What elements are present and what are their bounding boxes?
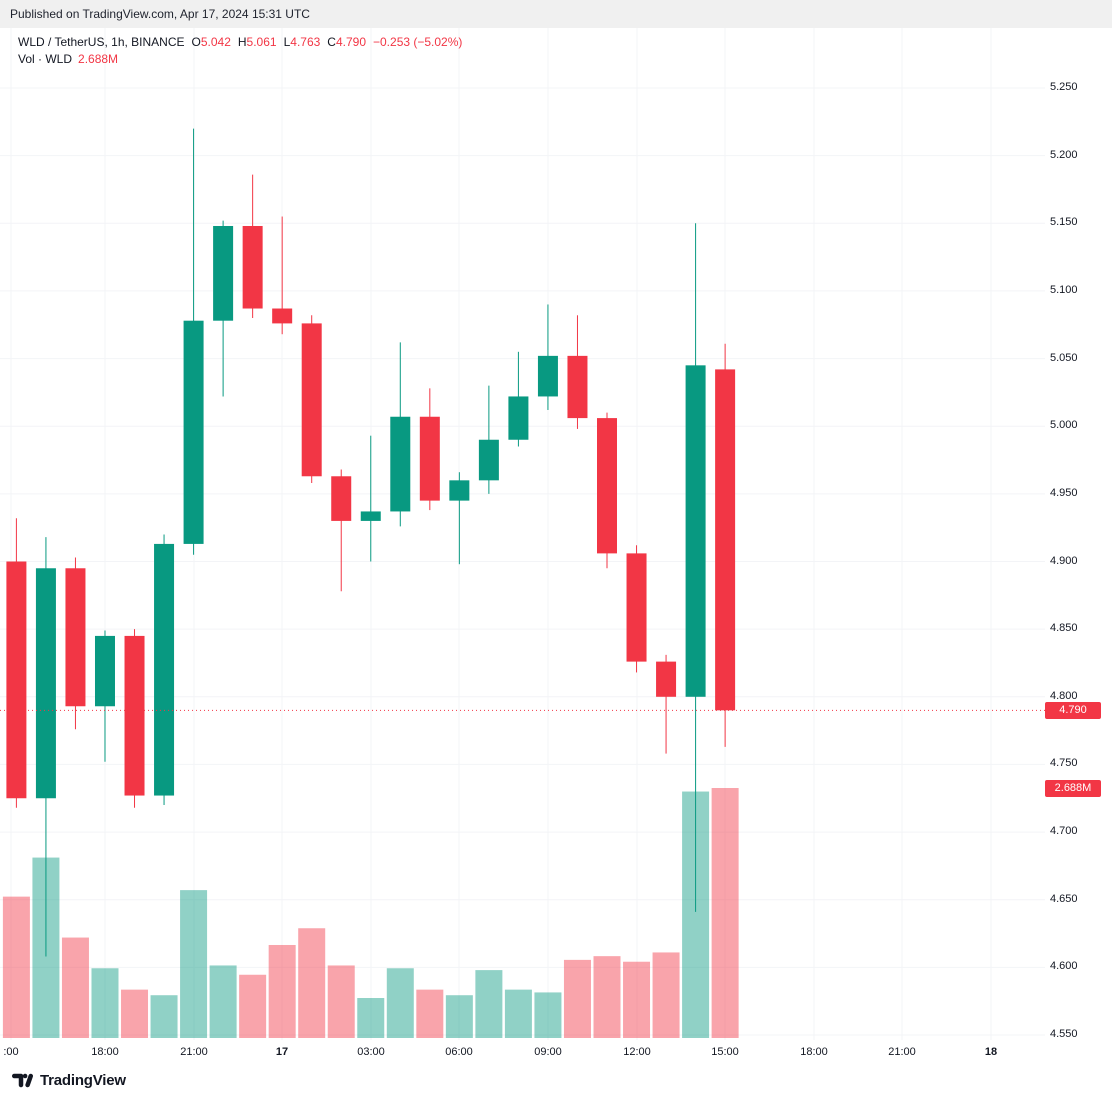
price-tick-label: 4.600 (1050, 960, 1078, 973)
volume-current-value: 2.688M (78, 52, 119, 66)
price-tick-label: 5.200 (1050, 148, 1078, 161)
time-tick-label: 21:00 (180, 1046, 208, 1058)
volume-bar (416, 989, 444, 1038)
close-value: C4.790 (327, 35, 366, 49)
volume-bar (239, 974, 267, 1038)
tradingview-logo-icon (12, 1073, 33, 1088)
candle-body (656, 661, 677, 697)
volume-bar (623, 961, 651, 1038)
volume-bar (61, 937, 89, 1038)
open-value: O5.042 (191, 35, 231, 49)
volume-value-label: 2.688M (1045, 779, 1101, 797)
volume-bar (268, 944, 296, 1038)
volume-bar (298, 928, 326, 1038)
candle-body (183, 320, 204, 544)
chart-legend: WLD / TetherUS, 1h, BINANCE O5.042 H5.061 L… (18, 34, 462, 68)
candle-body (597, 418, 617, 554)
price-tick-label: 4.900 (1050, 554, 1078, 567)
candle-body (65, 568, 86, 707)
volume-bar (327, 965, 355, 1038)
candle-body (213, 225, 234, 321)
published-text: Published on TradingView.com, Apr 17, 20… (10, 7, 310, 21)
candle-body (449, 480, 470, 501)
last-price-label: 4.790 (1045, 701, 1101, 719)
candle-body (715, 369, 736, 711)
candle-body (537, 355, 558, 397)
price-tick-label: 4.650 (1050, 892, 1078, 905)
volume-bar (711, 788, 739, 1038)
volume-bar (2, 896, 30, 1038)
volume-bar (357, 998, 385, 1038)
time-tick-label: :00 (3, 1046, 19, 1058)
candle-body (567, 355, 588, 419)
candle-body (272, 308, 293, 324)
volume-bar (445, 995, 473, 1038)
volume-bar (386, 968, 414, 1038)
candle-body (6, 561, 27, 799)
candle-body (242, 225, 263, 309)
price-tick-label: 4.800 (1050, 689, 1078, 702)
volume-indicator-label[interactable]: Vol · WLD (18, 52, 73, 66)
candle-body (508, 396, 529, 440)
volume-bar (91, 968, 119, 1038)
volume-bar (121, 989, 149, 1038)
time-axis[interactable]: :00 18:00 21:00 17 03:00 06:00 09:00 12:00 15:00… (0, 1040, 1045, 1066)
candle-body (360, 511, 381, 521)
price-tick-label: 4.550 (1050, 1028, 1078, 1040)
price-tick-label: 4.750 (1050, 757, 1078, 770)
candle-body (685, 365, 706, 697)
price-tick-label: 4.700 (1050, 825, 1078, 838)
volume-bar (504, 989, 532, 1038)
time-tick-label: 03:00 (357, 1046, 385, 1058)
candle-body (154, 543, 175, 796)
time-tick-label: 18:00 (800, 1046, 828, 1058)
volume-bar (652, 952, 680, 1038)
price-axis[interactable]: 4.790 2.688M 5.250 5.200 5.150 5.100 5.050 5.… (1045, 28, 1112, 1040)
volume-bar (150, 995, 178, 1038)
time-tick-label: 06:00 (445, 1046, 473, 1058)
published-bar: Published on TradingView.com, Apr 17, 20… (0, 0, 1112, 28)
price-tick-label: 4.850 (1050, 622, 1078, 635)
symbol-title[interactable]: WLD / TetherUS, 1h, BINANCE (18, 35, 185, 49)
low-value: L4.763 (283, 35, 321, 49)
volume-bar (209, 965, 237, 1038)
volume-bar (180, 890, 208, 1038)
footer-brand[interactable]: TradingView (12, 1072, 126, 1089)
high-value: H5.061 (237, 35, 277, 49)
candle-body (419, 416, 440, 501)
volume-bar (563, 959, 591, 1038)
time-tick-label: 18 (984, 1046, 998, 1058)
candle-body (94, 635, 115, 707)
candle-body (390, 416, 411, 512)
price-tick-label: 5.000 (1050, 419, 1078, 432)
price-tick-label: 5.250 (1050, 81, 1078, 93)
price-tick-label: 5.150 (1050, 216, 1078, 229)
candle-body (124, 635, 145, 796)
candle-body (478, 439, 499, 481)
time-tick-label: 18:00 (91, 1046, 119, 1058)
candle-body (301, 323, 322, 477)
candle-body (35, 568, 56, 799)
price-tick-label: 4.950 (1050, 486, 1078, 499)
time-tick-label: 21:00 (888, 1046, 916, 1058)
brand-name: TradingView (40, 1072, 126, 1089)
candle-body (331, 476, 352, 521)
price-tick-label: 5.050 (1050, 351, 1078, 364)
time-tick-label: 17 (275, 1046, 289, 1058)
volume-bar (593, 956, 621, 1038)
candle-body (626, 553, 647, 662)
price-tick-label: 5.100 (1050, 283, 1078, 296)
price-chart[interactable] (0, 28, 1045, 1040)
price-change: −0.253 (−5.02%) (373, 35, 463, 49)
volume-bar (534, 992, 562, 1038)
volume-bar (475, 970, 503, 1038)
time-tick-label: 12:00 (623, 1046, 651, 1058)
time-tick-label: 09:00 (534, 1046, 562, 1058)
time-tick-label: 15:00 (711, 1046, 739, 1058)
